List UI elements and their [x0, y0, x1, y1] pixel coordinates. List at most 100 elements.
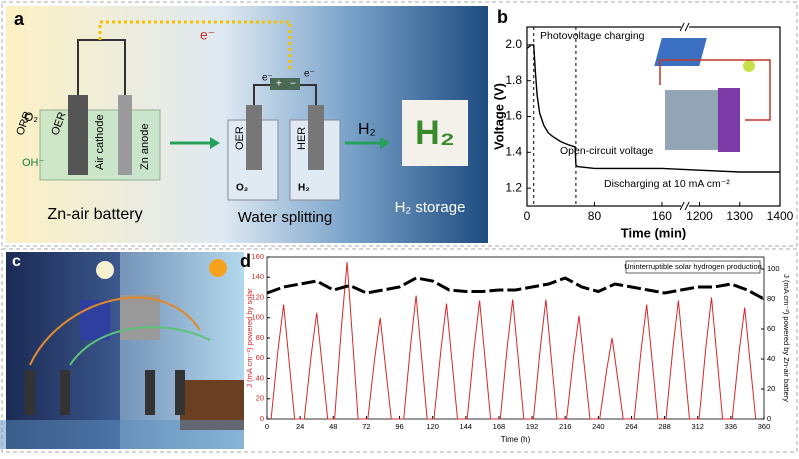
y-tick-label: 40 — [256, 373, 264, 382]
y-tick-label: 1.2 — [505, 180, 522, 194]
x-tick-label: 216 — [559, 422, 572, 431]
panel-label: c — [12, 253, 21, 270]
label: − — [290, 79, 296, 90]
y-tick-label: 60 — [256, 353, 264, 362]
y2-tick-label: 40 — [767, 354, 775, 363]
inset — [718, 88, 740, 152]
x-tick-label: 80 — [588, 209, 602, 223]
solar-line — [270, 262, 757, 420]
power-source — [270, 78, 300, 90]
label: O₂ — [236, 183, 248, 194]
electrode — [145, 370, 155, 415]
panel-background — [492, 6, 794, 243]
x-tick-label: 48 — [329, 422, 337, 431]
y-tick-label: 160 — [251, 252, 264, 261]
x-tick-label: 240 — [592, 422, 605, 431]
y2-axis-label: J (mA cm⁻²) powered by Zn-air battery — [782, 274, 791, 402]
electron-path — [98, 20, 292, 70]
label: Air cathode — [94, 114, 106, 170]
battery — [120, 295, 160, 340]
arrow-head — [380, 137, 390, 149]
row-border — [1, 1, 798, 247]
electrode — [60, 370, 70, 415]
data-line — [526, 44, 780, 173]
y2-tick-label: 80 — [767, 294, 775, 303]
battery-line — [266, 276, 765, 301]
x-tick-label: 1200 — [686, 209, 713, 223]
x-tick-label: 1400 — [767, 209, 794, 223]
y-axis-label: J (mA cm⁻²) powered by solar — [245, 288, 254, 388]
x-tick-label: 144 — [460, 422, 473, 431]
x-tick-label: 24 — [296, 422, 304, 431]
annotation: Open-circuit voltage — [560, 145, 654, 157]
y2-tick-label: 60 — [767, 324, 775, 333]
label: O₂ — [24, 110, 38, 124]
label: e⁻ — [304, 69, 315, 80]
label: + — [276, 79, 282, 90]
wire — [29, 296, 201, 366]
panel-a: a e⁻ O₂ ORR OER OH⁻ Air cathode Zn anode… — [6, 6, 488, 243]
axis-break — [679, 22, 685, 32]
y-tick-label: 100 — [251, 313, 264, 322]
annotation-box — [625, 260, 761, 274]
annotation: Photovoltage charging — [540, 30, 645, 42]
label: OER — [234, 126, 246, 150]
x-tick-label: 0 — [265, 422, 269, 431]
panel-title: H₂ storage — [395, 199, 466, 216]
arrow-head — [210, 137, 220, 149]
label: HER — [296, 127, 308, 150]
x-tick-label: 0 — [524, 209, 531, 223]
x-tick-label: 96 — [395, 422, 403, 431]
inset — [659, 59, 771, 121]
y-tick-label: 80 — [256, 333, 264, 342]
label: H₂ — [415, 114, 455, 152]
x-tick-label: 168 — [493, 422, 506, 431]
label: Zn anode — [139, 124, 151, 170]
panel-c: c — [0, 252, 244, 449]
panel-background — [246, 252, 794, 449]
x-tick-label: 1300 — [726, 209, 753, 223]
electrode — [25, 370, 35, 415]
annotation: Uninterruptible solar hydrogen productio… — [624, 262, 762, 271]
x-tick-label: 192 — [526, 422, 539, 431]
panel-label: a — [14, 9, 25, 29]
y-tick-label: 140 — [251, 272, 264, 281]
axis-break — [684, 201, 690, 211]
label: H₂ — [358, 121, 376, 138]
inset — [743, 60, 755, 72]
y-tick-label: 1.8 — [505, 73, 522, 87]
axis-break — [679, 201, 685, 211]
y2-tick-label: 20 — [767, 384, 775, 393]
x-axis-label: Time (h) — [501, 435, 531, 444]
label: e⁻ — [200, 27, 215, 43]
panel-label: d — [240, 251, 251, 271]
zn-anode — [118, 95, 132, 175]
y-tick-label: 2.0 — [505, 37, 522, 51]
sun — [209, 259, 227, 277]
x-tick-label: 312 — [691, 422, 704, 431]
x-tick-label: 72 — [362, 422, 370, 431]
x-tick-label: 120 — [426, 422, 439, 431]
storage-block — [402, 100, 468, 166]
x-tick-label: 264 — [625, 422, 638, 431]
wire — [69, 326, 211, 366]
electrode — [175, 370, 185, 415]
panel-label: b — [497, 7, 508, 27]
annotation: Discharging at 10 mA cm⁻² — [604, 178, 730, 190]
panel-title: Zn-air battery — [47, 206, 142, 223]
x-tick-label: 160 — [652, 209, 672, 223]
panel-title: Water splitting — [238, 209, 332, 226]
y2-tick-label: 100 — [767, 264, 780, 273]
electrode — [246, 105, 262, 170]
axis-break — [681, 23, 690, 31]
y-tick-label: 120 — [251, 292, 264, 301]
row-border — [1, 248, 798, 453]
battery-tank — [39, 109, 161, 181]
y-tick-label: 1.4 — [505, 144, 522, 158]
axis-break — [684, 22, 690, 32]
moon — [96, 261, 114, 279]
x-tick-label: 336 — [725, 422, 738, 431]
label: e⁻ — [262, 73, 273, 84]
label: OH⁻ — [22, 157, 45, 169]
